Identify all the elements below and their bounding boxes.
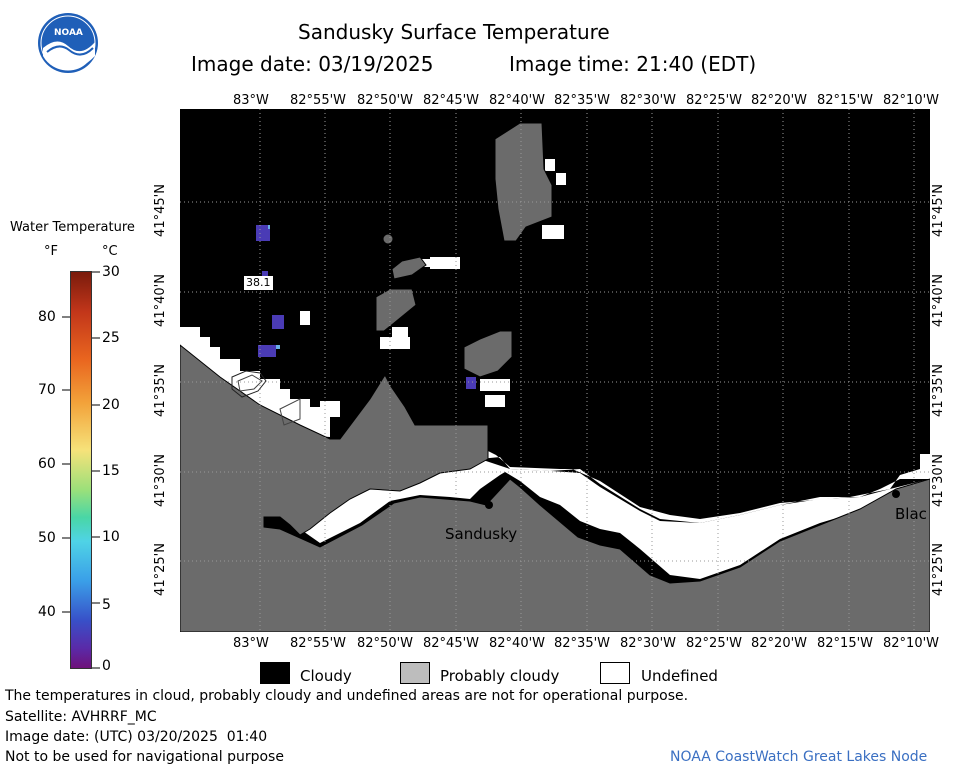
lon-label-bottom: 83°W (233, 636, 269, 651)
lon-label-bottom: 82°30'W (620, 636, 677, 651)
noaa-logo: NOAA (37, 12, 99, 74)
city-label-blac: Blac (895, 505, 927, 523)
sandusky-marker (485, 501, 493, 509)
colorbar-ticks (62, 271, 100, 669)
lon-label-top: 82°40'W (489, 93, 546, 108)
lon-label-top: 82°10'W (883, 93, 940, 108)
lon-label-bottom: 82°15'W (817, 636, 874, 651)
colorbar-c-tick: 0 (102, 658, 111, 674)
lon-label-bottom: 82°55'W (290, 636, 347, 651)
legend-label-cloudy: Cloudy (300, 667, 352, 685)
lon-label-top: 82°15'W (817, 93, 874, 108)
legend-swatch-probably-cloudy (400, 662, 430, 684)
satellite-text: Satellite: AVHRRF_MC (5, 709, 157, 725)
disclaimer-text: The temperatures in cloud, probably clou… (5, 688, 689, 704)
utc-date-text: Image date: (UTC) 03/20/2025 01:40 (5, 729, 268, 745)
water-temperature-pixels (231, 225, 476, 426)
colorbar-f-tick: 60 (38, 456, 56, 472)
lat-label-left: 41°40'N (152, 274, 168, 327)
colorbar-c-tick: 15 (102, 463, 120, 479)
colorbar-unit-c: °C (102, 244, 118, 259)
colorbar-c-tick: 5 (102, 597, 111, 613)
lon-label-top: 82°20'W (751, 93, 808, 108)
lat-label-right: 41°25'N (930, 543, 946, 596)
blac-marker (892, 490, 900, 498)
page-title: Sandusky Surface Temperature (298, 20, 610, 44)
lon-label-bottom: 82°10'W (883, 636, 940, 651)
lon-label-bottom: 82°20'W (751, 636, 808, 651)
navigation-warning: Not to be used for navigational purpose (5, 749, 284, 765)
lat-label-right: 41°35'N (930, 364, 946, 417)
temperature-colorbar (70, 271, 92, 669)
colorbar-title: Water Temperature (10, 220, 135, 235)
image-time: Image time: 21:40 (EDT) (509, 52, 757, 76)
colorbar-f-tick: 40 (38, 604, 56, 620)
lat-label-left: 41°30'N (152, 454, 168, 507)
lon-label-bottom: 82°45'W (423, 636, 480, 651)
colorbar-f-tick: 80 (38, 309, 56, 325)
temperature-point-label: 38.1 (244, 276, 273, 290)
lon-label-bottom: 82°50'W (357, 636, 414, 651)
lon-label-top: 82°50'W (357, 93, 414, 108)
colorbar-c-tick: 30 (102, 264, 120, 280)
legend-label-undefined: Undefined (641, 667, 718, 685)
colorbar-c-tick: 10 (102, 529, 120, 545)
city-label-sandusky: Sandusky (445, 525, 518, 543)
legend-swatch-undefined (600, 662, 630, 684)
lon-label-top: 83°W (233, 93, 269, 108)
colorbar-c-tick: 20 (102, 397, 120, 413)
lat-label-right: 41°45'N (930, 184, 946, 237)
legend-label-probably-cloudy: Probably cloudy (440, 667, 560, 685)
credit-link[interactable]: NOAA CoastWatch Great Lakes Node (670, 749, 928, 765)
lat-label-left: 41°35'N (152, 364, 168, 417)
lon-label-top: 82°55'W (290, 93, 347, 108)
lon-label-bottom: 82°35'W (554, 636, 611, 651)
sst-map (180, 109, 930, 632)
probably-cloudy-areas (180, 122, 930, 632)
legend-swatch-cloudy (260, 662, 290, 684)
lon-label-top: 82°25'W (686, 93, 743, 108)
lon-label-bottom: 82°25'W (686, 636, 743, 651)
noaa-logo-icon (38, 13, 98, 73)
noaa-logo-text: NOAA (54, 28, 83, 38)
lat-label-right: 41°30'N (930, 454, 946, 507)
lon-label-top: 82°35'W (554, 93, 611, 108)
image-date: Image date: 03/19/2025 (191, 52, 434, 76)
lat-label-left: 41°25'N (152, 543, 168, 596)
colorbar-f-tick: 50 (38, 530, 56, 546)
lat-label-right: 41°40'N (930, 274, 946, 327)
lat-lon-grid (180, 109, 930, 632)
colorbar-unit-f: °F (44, 244, 58, 259)
lon-label-top: 82°30'W (620, 93, 677, 108)
temperature-point-value: 38.1 (246, 276, 271, 289)
colorbar-f-tick: 70 (38, 382, 56, 398)
lat-label-left: 41°45'N (152, 184, 168, 237)
lon-label-bottom: 82°40'W (489, 636, 546, 651)
colorbar-c-tick: 25 (102, 330, 120, 346)
lon-label-top: 82°45'W (423, 93, 480, 108)
